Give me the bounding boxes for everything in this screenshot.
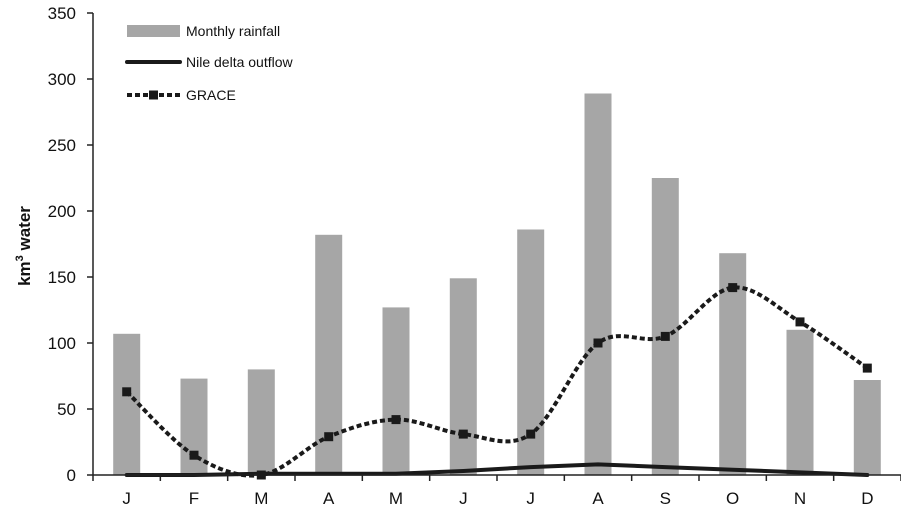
grace-marker <box>324 432 334 442</box>
x-tick-label: M <box>389 489 403 508</box>
rainfall-bar <box>247 369 275 475</box>
y-tick-label: 150 <box>48 268 76 287</box>
x-tick-label: S <box>660 489 671 508</box>
grace-marker <box>660 331 670 341</box>
x-tick-label: O <box>726 489 739 508</box>
y-tick-label: 0 <box>67 466 76 485</box>
y-tick-label: 100 <box>48 334 76 353</box>
rainfall-bar <box>180 378 208 475</box>
legend-label: Nile delta outflow <box>186 54 294 70</box>
grace-line <box>125 285 869 478</box>
x-tick-label: A <box>323 489 335 508</box>
grace-marker <box>391 415 401 425</box>
rainfall-bar <box>113 333 141 475</box>
y-tick-label: 300 <box>48 70 76 89</box>
y-axis-title-rest: water <box>15 206 34 256</box>
legend-swatch-grace-marker <box>149 90 158 100</box>
plot-area: 0 50 100 150 200 250 300 350 J F M A M J J A S O N D Monthly… <box>48 4 901 508</box>
legend-label: GRACE <box>186 87 236 103</box>
grace-marker <box>122 387 132 397</box>
y-tick-label: 250 <box>48 136 76 155</box>
x-tick-label: J <box>459 489 468 508</box>
x-tick-label: N <box>794 489 806 508</box>
rainfall-bar <box>853 380 881 475</box>
legend-swatch-rainfall <box>127 25 180 37</box>
rainfall-bar <box>651 178 679 475</box>
grace-marker <box>862 363 872 373</box>
x-tick-label: A <box>592 489 604 508</box>
grace-marker <box>256 470 266 480</box>
y-axis-title: km3 water <box>14 206 34 286</box>
x-tick-label: F <box>189 489 199 508</box>
grace-marker <box>189 450 199 460</box>
grace-marker <box>795 317 805 327</box>
y-axis-title-main: km <box>15 261 34 286</box>
rainfall-bar <box>584 93 612 475</box>
rainfall-bar <box>786 329 814 475</box>
y-tick-label: 50 <box>57 400 76 419</box>
x-tick-label: D <box>861 489 873 508</box>
grace-marker <box>458 429 468 439</box>
legend: Monthly rainfall Nile delta outflow GRACE <box>125 23 294 103</box>
y-tick-label: 200 <box>48 202 76 221</box>
y-tick-label: 350 <box>48 4 76 23</box>
rainfall-bar <box>382 307 410 475</box>
x-tick-label: M <box>254 489 268 508</box>
y-axis-title-sup: 3 <box>14 255 26 261</box>
legend-label: Monthly rainfall <box>186 23 280 39</box>
grace-marker <box>593 338 603 348</box>
rainfall-bar <box>449 278 477 475</box>
x-tick-label: J <box>122 489 131 508</box>
x-tick-label: J <box>526 489 535 508</box>
grace-marker <box>526 429 536 439</box>
grace-marker <box>728 283 738 293</box>
